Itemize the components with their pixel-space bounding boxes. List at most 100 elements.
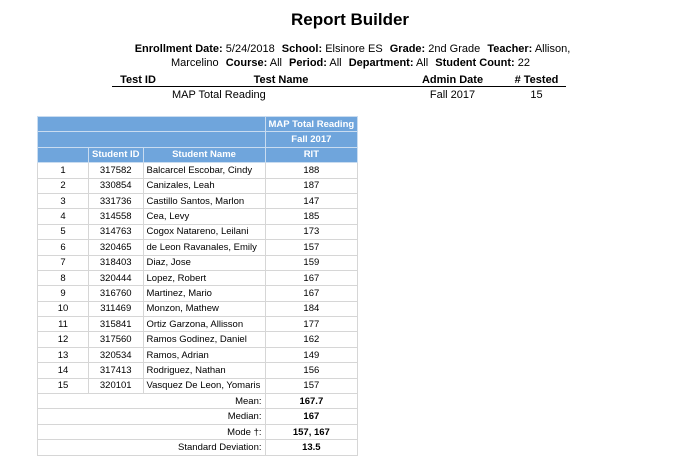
info-value: 5/24/2018 (225, 43, 275, 55)
cell: 187 (264, 177, 359, 194)
cell: 320534 (88, 346, 144, 364)
column-header: # Tested (507, 73, 566, 87)
info-value: All (269, 57, 282, 69)
cell: 317582 (88, 162, 144, 179)
info-label: Student Count: (435, 57, 515, 69)
cell: 188 (264, 162, 359, 179)
stat-label: Standard Deviation: (37, 439, 266, 456)
student-row: 2 330854 Canizales, Leah 187 (37, 177, 359, 194)
scores-table: MAP Total Reading Fall 2017 Student ID S… (37, 115, 359, 456)
cell: 316760 (88, 285, 144, 302)
cell: 1 (37, 162, 89, 179)
stat-value: 13.5 (264, 439, 359, 456)
cell: 6 (37, 239, 89, 256)
student-row: 15 320101 Vasquez De Leon, Yomaris 157 (37, 377, 359, 395)
cell: 7 (37, 254, 89, 271)
info-label: Department: (348, 57, 414, 69)
cell: 314558 (88, 208, 144, 225)
cell: Cea, Levy (142, 208, 266, 225)
cell: MAP Total Reading (172, 89, 266, 101)
column-header: Admin Date (398, 73, 507, 87)
cell: 317560 (88, 331, 144, 348)
stat-row: Mode †: 157, 167 (37, 423, 359, 441)
cell: Balcarcel Escobar, Cindy (142, 162, 266, 179)
cell: 13 (37, 346, 89, 364)
stat-label: Median: (37, 408, 266, 425)
cell: Martinez, Mario (142, 285, 266, 302)
cell: Ramos, Adrian (142, 346, 266, 364)
info-label: Grade: (389, 43, 426, 55)
cell: 12 (37, 331, 89, 348)
stat-label: Mean: (37, 393, 266, 410)
cell: 320444 (88, 269, 144, 287)
cell: 185 (264, 208, 359, 225)
cell: 149 (264, 346, 359, 364)
student-row: 14 317413 Rodriguez, Nathan 156 (37, 362, 359, 379)
cell: Canizales, Leah (142, 177, 266, 194)
stat-row: Median: 167 (37, 408, 359, 425)
cell: 320465 (88, 239, 144, 256)
cell: 318403 (88, 254, 144, 271)
cell: Diaz, Jose (142, 254, 266, 271)
student-row: 5 314763 Cogox Natareno, Leilani 173 (37, 223, 359, 241)
column-header: Test ID (112, 73, 164, 87)
cell: 3 (37, 192, 89, 210)
cell: 14 (37, 362, 89, 379)
cell: 147 (264, 192, 359, 210)
cell: 177 (264, 316, 359, 333)
info-label: Enrollment Date: (134, 43, 223, 55)
cell: 157 (264, 377, 359, 395)
cell: de Leon Ravanales, Emily (142, 239, 266, 256)
cell: Vasquez De Leon, Yomaris (142, 377, 266, 395)
header-row: MAP Total Reading (37, 115, 359, 133)
cell: 11 (37, 316, 89, 333)
student-row: 12 317560 Ramos Godinez, Daniel 162 (37, 331, 359, 348)
student-row: 3 331736 Castillo Santos, Marlon 147 (37, 192, 359, 210)
cell: 10 (37, 300, 89, 318)
cell: 15 (530, 89, 543, 101)
info-label: Course: (225, 57, 268, 69)
stat-value: 157, 167 (264, 423, 359, 441)
info-value: All (415, 57, 429, 69)
student-row: 9 316760 Martinez, Mario 167 (37, 285, 359, 302)
student-row: 1 317582 Balcarcel Escobar, Cindy 188 (37, 162, 359, 179)
cell: 15 (37, 377, 89, 395)
cell: Castillo Santos, Marlon (142, 192, 266, 210)
student-row: 6 320465 de Leon Ravanales, Emily 157 (37, 239, 359, 256)
cell: Cogox Natareno, Leilani (142, 223, 266, 241)
cell: 2 (37, 177, 89, 194)
cell: Monzon, Mathew (142, 300, 266, 318)
stat-row: Standard Deviation: 13.5 (37, 439, 359, 456)
cell: 162 (264, 331, 359, 348)
tests-table: Test ID Test Name Admin Date # Tested MA… (112, 73, 566, 103)
cell: Ortiz Garzona, Allisson (142, 316, 266, 333)
cell: 314763 (88, 223, 144, 241)
header-cell (37, 146, 89, 164)
test-name: MAP Total Reading (264, 115, 359, 133)
cell: Ramos Godinez, Daniel (142, 331, 266, 348)
cell (112, 87, 164, 104)
cell: 156 (264, 362, 359, 379)
cell: 317413 (88, 362, 144, 379)
cell: 331736 (88, 192, 144, 210)
header-row: Student ID Student Name RIT (37, 146, 359, 164)
cell: 167 (264, 285, 359, 302)
cell: 5 (37, 223, 89, 241)
tests-header: Test ID Test Name Admin Date # Tested (112, 73, 566, 87)
cell: 315841 (88, 316, 144, 333)
student-row: 13 320534 Ramos, Adrian 149 (37, 346, 359, 364)
cell: 330854 (88, 177, 144, 194)
cell: 173 (264, 223, 359, 241)
column-header: RIT (264, 146, 359, 164)
stat-row: Mean: 167.7 (37, 393, 359, 410)
info-value: Allison, Marcelino (170, 43, 571, 69)
column-header: Test Name (164, 73, 398, 87)
cell: 4 (37, 208, 89, 225)
student-row: 7 318403 Diaz, Jose 159 (37, 254, 359, 271)
info-value: 2nd Grade (428, 43, 481, 55)
info-label: Teacher: (487, 43, 533, 55)
column-header: Student Name (142, 146, 266, 164)
header-cell (37, 131, 266, 148)
tests-row: MAP Total Reading Fall 2017 15 (112, 87, 566, 104)
